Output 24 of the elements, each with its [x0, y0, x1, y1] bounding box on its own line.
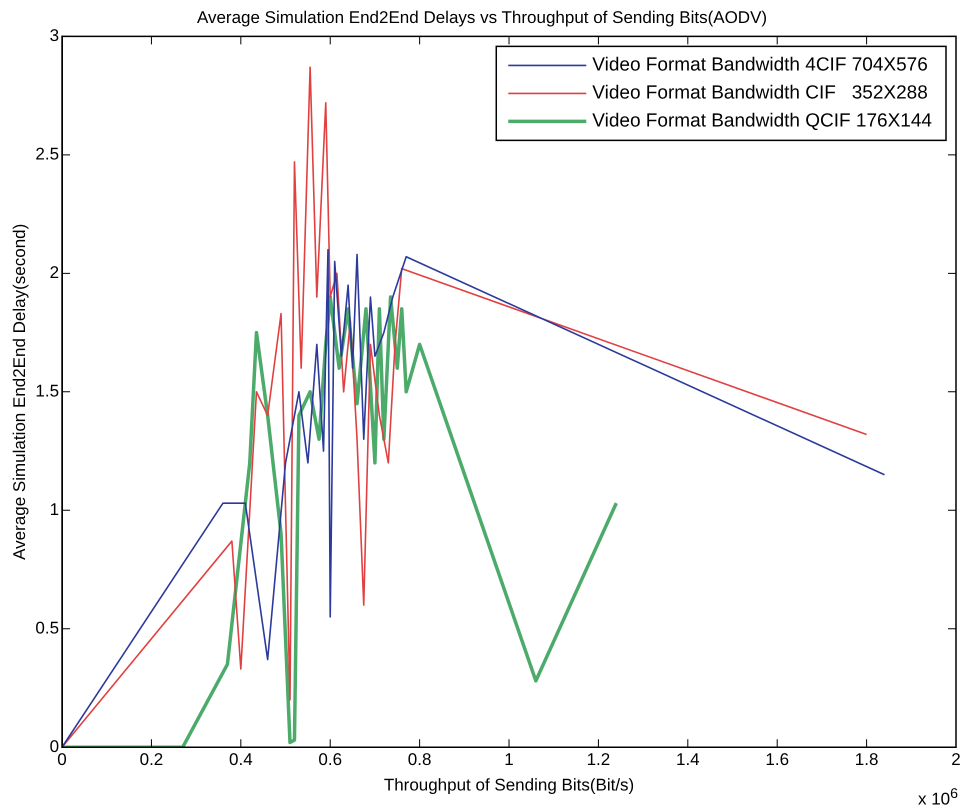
x-tick-label: 2	[951, 750, 961, 770]
y-tick-label: 2.5	[35, 144, 60, 164]
x-axis-title: Throughput of Sending Bits(Bit/s)	[384, 775, 634, 794]
y-tick-label: 0	[50, 736, 60, 756]
legend-label: Video Format Bandwidth QCIF 176X144	[592, 110, 932, 132]
x-tick-label: 1.8	[854, 750, 878, 770]
legend-label: Video Format Bandwidth 4CIF 704X576	[592, 54, 928, 76]
x-tick-label: 1.2	[586, 750, 610, 770]
y-tick-label: 1	[50, 500, 60, 519]
y-axis-title: Average Simulation End2End Delay(second)	[10, 224, 29, 560]
x-tick-label: 0.8	[408, 750, 432, 770]
x-tick-label: 1.4	[676, 750, 700, 770]
x-tick-label: 1	[504, 750, 514, 770]
text: x 10$^{6}$	[918, 786, 958, 810]
y-tick-label: 0.5	[35, 618, 60, 638]
x-tick-label: 0.2	[140, 750, 164, 770]
y-tick-label: 3	[50, 26, 60, 46]
legend-label: Video Format Bandwidth CIF 352X288	[592, 82, 928, 104]
x-tick-label: 0.6	[318, 750, 342, 770]
y-tick-label: 2	[50, 263, 60, 282]
y-tick-label: 1.5	[35, 381, 60, 400]
x-tick-label: 0.4	[229, 750, 253, 770]
chart-title: Average Simulation End2End Delays vs Throughput of Sending Bits(AODV)	[196, 8, 768, 27]
x-tick-label: 1.6	[765, 750, 790, 770]
